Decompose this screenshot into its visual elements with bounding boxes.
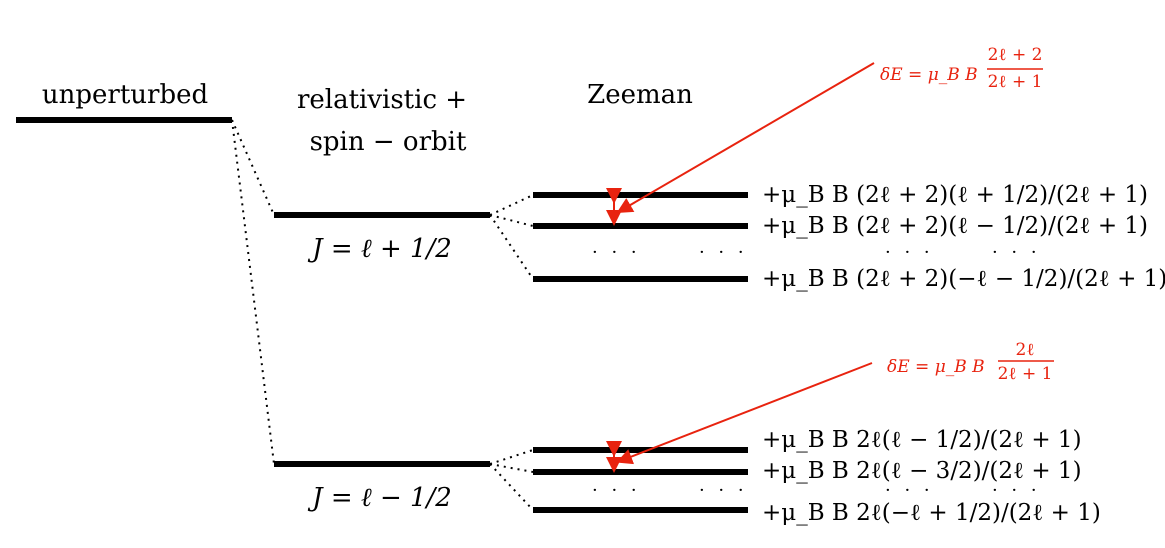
lower-energy-1: +μ_B B 2ℓ(ℓ − 1/2)/(2ℓ + 1)	[762, 427, 1082, 453]
upper-splitting-lhs: δE = μ_B B	[880, 65, 978, 85]
connector-lower-1	[489, 449, 534, 465]
upper-pointer-arrow	[616, 62, 875, 214]
upper-splitting-denominator: 2ℓ + 1	[988, 72, 1043, 92]
upper-energy-1: +μ_B B (2ℓ + 2)(ℓ + 1/2)/(2ℓ + 1)	[762, 182, 1148, 208]
lower-splitting-lhs: δE = μ_B B	[887, 357, 985, 377]
label-spin-orbit: spin − orbit	[310, 127, 467, 157]
zeeman-lower-ellipsis: · · · · · ·	[592, 480, 748, 501]
upper-energy-3: +μ_B B (2ℓ + 2)(−ℓ − 1/2)/(2ℓ + 1)	[762, 266, 1165, 292]
lower-pointer-arrow	[616, 362, 873, 465]
label-relativistic: relativistic +	[297, 85, 467, 115]
connector-unperturbed-lower	[231, 119, 275, 465]
upper-energy-ellipsis: · · · · · ·	[885, 242, 1041, 263]
connector-upper-2	[489, 214, 534, 227]
connector-upper-1	[489, 194, 534, 216]
connector-upper-3	[489, 214, 534, 280]
upper-energy-2: +μ_B B (2ℓ + 2)(ℓ − 1/2)/(2ℓ + 1)	[762, 213, 1148, 239]
lower-splitting-denominator: 2ℓ + 1	[998, 364, 1053, 384]
label-j-plus: J = ℓ + 1/2	[307, 234, 452, 264]
label-zeeman: Zeeman	[587, 80, 693, 110]
upper-splitting-numerator: 2ℓ + 2	[988, 45, 1043, 65]
connector-unperturbed-upper	[231, 119, 275, 216]
lower-energy-3: +μ_B B 2ℓ(−ℓ + 1/2)/(2ℓ + 1)	[762, 500, 1101, 526]
connector-lower-3	[489, 463, 534, 511]
zeeman-upper-ellipsis: · · · · · ·	[592, 242, 748, 263]
lower-energy-ellipsis: · · · · · ·	[885, 480, 1041, 501]
lower-splitting-numerator: 2ℓ	[1016, 340, 1035, 360]
lower-energy-2: +μ_B B 2ℓ(ℓ − 3/2)/(2ℓ + 1)	[762, 458, 1082, 484]
label-j-minus: J = ℓ − 1/2	[307, 483, 452, 513]
connector-lower-2	[489, 463, 534, 473]
label-unperturbed: unperturbed	[42, 80, 208, 110]
